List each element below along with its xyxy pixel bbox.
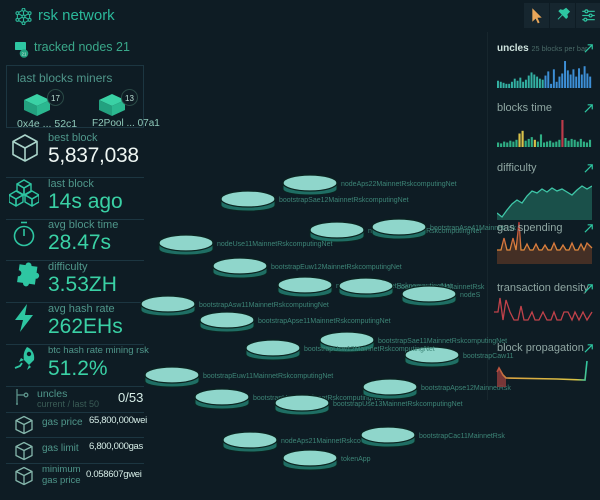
svg-text:nodeUse11MainnetRskcomputingNe: nodeUse11MainnetRskcomputingNet [217,241,332,248]
svg-text:bootstrapEuw12MainnetRskcomput: bootstrapEuw12MainnetRskcomputingNet [271,264,402,271]
svg-text:bootstrapAsw11MainnetRskcomput: bootstrapAsw11MainnetRskcomputingNet [199,302,329,309]
svg-text:nodeCarTrMainnetRskcomputingNe: nodeCarTrMainnetRskcomputingNet [368,228,481,235]
svg-text:bootstrapUaw11MainnetRsk: bootstrapUaw11MainnetRsk [397,284,485,291]
svg-text:bootstrapEuw11MainnetRskcomput: bootstrapEuw11MainnetRskcomputingNet [203,373,333,380]
svg-text:tokenApp: tokenApp [341,456,371,463]
svg-text:bootstrapUsw12MainnetRskcomput: bootstrapUsw12MainnetRskcomputingNet [304,346,435,353]
svg-text:nodeS: nodeS [460,292,481,299]
svg-text:nodeAps22MainnetRskcomputingNe: nodeAps22MainnetRskcomputingNet [341,181,457,188]
svg-text:bootstrapCac11MainnetRsk: bootstrapCac11MainnetRsk [419,433,505,440]
svg-text:21: 21 [21,51,27,56]
svg-text:bootstrapSae12MainnetRskcomput: bootstrapSae12MainnetRskcomputingNet [279,197,409,204]
svg-text:bootstrapUse12MainnetRskcomput: bootstrapUse12MainnetRskcomputingNet [253,395,383,402]
svg-text:nodeAps21MainnetRskcomputingNe: nodeAps21MainnetRskcomputingNet [281,438,397,445]
svg-text:bootstrapApse11MainnetRskcompu: bootstrapApse11MainnetRskcomputingNet [258,318,391,325]
svg-text:bootstrapUse13MainnetRskcomput: bootstrapUse13MainnetRskcomputingNet [333,401,463,408]
svg-text:nodeUse12MainnetRskcomputingNe: nodeUse12MainnetRskcomputingNet [336,283,452,290]
